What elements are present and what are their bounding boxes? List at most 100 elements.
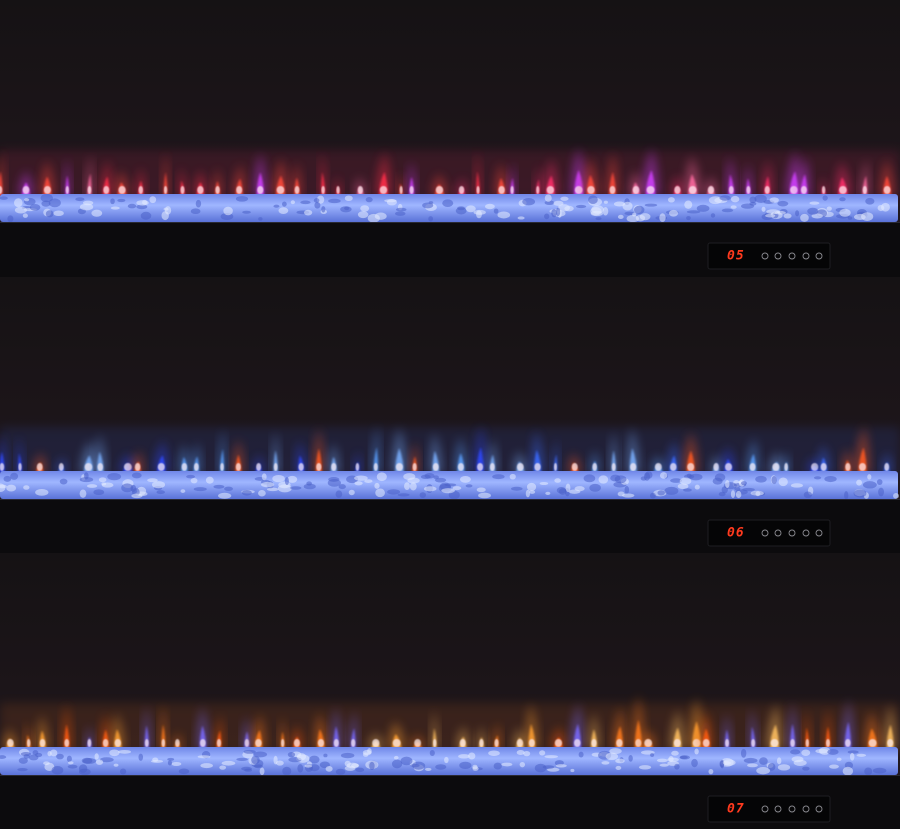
crystal	[213, 484, 225, 489]
crystal	[410, 764, 420, 768]
crystal	[23, 485, 30, 490]
flame-core	[316, 463, 322, 471]
crystal	[554, 478, 561, 483]
crystal	[0, 755, 7, 759]
crystal	[644, 203, 658, 207]
crystal	[633, 205, 645, 215]
crystal	[710, 213, 716, 218]
flame-core	[616, 739, 623, 747]
crystal	[578, 751, 584, 758]
crystal	[107, 473, 122, 481]
flame-core	[784, 463, 788, 471]
crystal	[643, 472, 651, 481]
crystal	[167, 757, 175, 761]
flame-core	[331, 463, 337, 471]
crystal	[93, 489, 105, 496]
crystal	[684, 200, 693, 209]
crystal	[429, 750, 435, 756]
flame-core	[409, 186, 414, 194]
crystal	[603, 200, 608, 204]
crystal	[354, 475, 368, 481]
crystal	[419, 492, 427, 498]
crystal	[325, 766, 333, 772]
crystal	[296, 753, 307, 761]
crystal	[109, 749, 120, 757]
flame-core	[97, 463, 104, 471]
crystal	[632, 212, 637, 217]
crystal	[876, 479, 883, 485]
crystal	[101, 482, 114, 488]
crystal	[488, 750, 500, 756]
crystal	[435, 764, 447, 770]
crystal	[694, 748, 699, 755]
crystal	[121, 483, 134, 493]
crystal	[544, 755, 558, 759]
crystal	[615, 758, 625, 764]
crystal	[6, 484, 17, 492]
crystal	[79, 203, 94, 211]
flame-core	[772, 463, 780, 471]
crystal	[853, 489, 867, 498]
crystal	[778, 477, 788, 487]
flame-core	[510, 186, 514, 194]
crystal	[180, 489, 186, 493]
flame-core	[646, 186, 655, 194]
flame-core	[197, 186, 204, 194]
crystal	[119, 768, 127, 775]
crystal	[328, 476, 340, 482]
crystal	[741, 203, 755, 209]
crystal	[140, 211, 152, 220]
crystal	[79, 764, 88, 773]
flame-core	[256, 463, 262, 471]
crystals	[0, 193, 890, 223]
crystal	[519, 761, 526, 768]
crystal	[472, 766, 479, 771]
flame-core	[373, 463, 378, 471]
crystal	[847, 750, 859, 754]
crystal	[542, 765, 555, 769]
crystal	[35, 489, 49, 496]
crystal	[348, 489, 355, 496]
crystal	[131, 472, 142, 479]
crystal	[765, 213, 776, 218]
flame-core	[293, 739, 301, 747]
crystal	[374, 482, 380, 489]
crystal	[452, 486, 462, 491]
flame-core	[372, 739, 380, 747]
flame-core	[193, 463, 199, 471]
flame-core	[725, 463, 733, 471]
display-digits: 07	[727, 802, 745, 817]
crystal	[730, 195, 740, 203]
crystal	[287, 475, 298, 483]
crystal	[224, 486, 233, 491]
crystal	[626, 215, 640, 223]
flame-core	[317, 739, 325, 747]
flame-core	[134, 463, 141, 471]
flame-core	[534, 463, 541, 471]
crystal	[790, 749, 801, 755]
crystal	[0, 483, 6, 493]
crystal	[351, 763, 360, 768]
crystal	[802, 766, 810, 771]
crystal	[694, 484, 700, 490]
crystal	[190, 477, 198, 484]
flame-core	[764, 186, 770, 194]
crystal	[86, 484, 98, 488]
flame-core	[553, 463, 558, 471]
flame-core	[591, 739, 597, 747]
flame-core	[7, 739, 14, 747]
crystal	[493, 762, 502, 770]
crystal	[376, 472, 387, 482]
crystal	[553, 200, 564, 206]
flame-core	[199, 739, 206, 747]
fireplace-panel	[0, 277, 900, 554]
crystal	[565, 483, 571, 493]
crystal	[67, 764, 78, 769]
crystal	[290, 486, 302, 490]
crystal	[719, 195, 731, 201]
flame-core	[355, 463, 360, 471]
control-icon	[815, 529, 823, 537]
crystal	[338, 484, 346, 490]
flame-core	[118, 186, 126, 194]
